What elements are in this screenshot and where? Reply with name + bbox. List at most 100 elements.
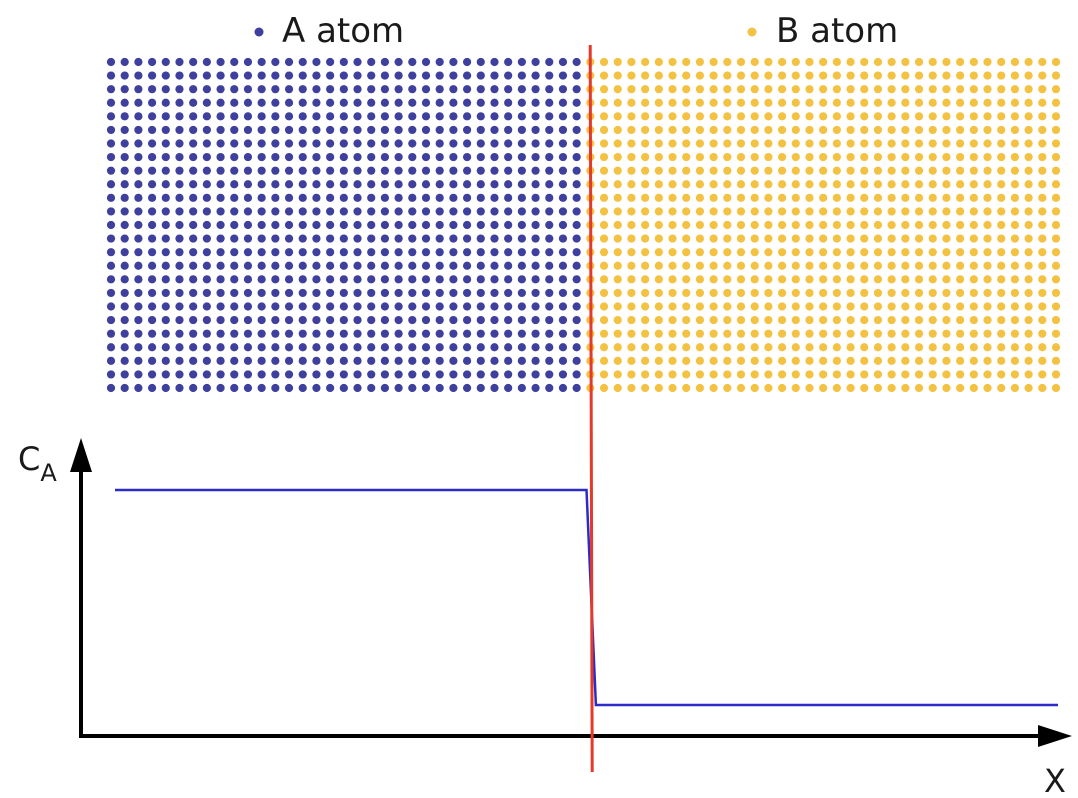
- a-atom: [202, 343, 211, 352]
- b-atom: [997, 288, 1006, 298]
- a-atom: [216, 288, 225, 298]
- b-atom: [997, 343, 1006, 352]
- b-atom: [969, 356, 978, 365]
- a-atom: [339, 98, 348, 107]
- b-atom: [969, 85, 978, 94]
- a-atom: [243, 166, 253, 175]
- b-atom: [723, 248, 732, 257]
- b-atom: [723, 220, 732, 230]
- a-atom: [394, 275, 403, 284]
- a-atom: [298, 180, 307, 189]
- b-atom: [997, 315, 1006, 325]
- b-atom: [777, 85, 787, 94]
- a-atom: [134, 193, 143, 202]
- a-atom: [134, 302, 143, 311]
- a-atom: [120, 329, 129, 338]
- b-atom: [613, 275, 622, 284]
- a-atom: [120, 193, 129, 202]
- a-atom: [134, 383, 143, 393]
- a-atom: [380, 98, 390, 107]
- b-atom: [777, 57, 787, 67]
- a-atom: [312, 356, 321, 365]
- b-atom: [887, 220, 896, 230]
- a-atom: [230, 166, 239, 175]
- b-atom: [777, 166, 787, 175]
- b-atom: [668, 220, 677, 230]
- a-atom: [558, 71, 568, 80]
- a-atom: [106, 57, 116, 67]
- b-atom: [805, 329, 814, 338]
- b-atom: [969, 248, 978, 257]
- b-atom: [695, 370, 705, 379]
- b-atom: [723, 98, 732, 107]
- b-atom: [983, 85, 992, 94]
- b-atom: [983, 71, 992, 80]
- a-atom: [271, 125, 280, 135]
- b-atom: [750, 302, 759, 311]
- a-atom: [202, 152, 211, 162]
- b-atom: [914, 152, 924, 162]
- b-atom: [723, 57, 732, 67]
- b-atom: [695, 315, 705, 325]
- a-atom: [408, 288, 417, 298]
- a-atom: [230, 261, 239, 270]
- b-atom: [887, 370, 896, 379]
- b-atom: [654, 180, 663, 189]
- b-atom: [668, 125, 677, 135]
- b-atom: [983, 275, 992, 284]
- b-atom: [613, 166, 622, 175]
- a-atom: [339, 180, 348, 189]
- a-atom: [202, 220, 211, 230]
- b-atom: [599, 152, 609, 162]
- a-atom: [517, 220, 526, 230]
- b-atom: [764, 139, 773, 148]
- a-atom: [312, 57, 321, 67]
- b-atom: [969, 275, 978, 284]
- b-atom: [846, 329, 855, 338]
- b-atom: [819, 220, 828, 230]
- a-atom: [106, 152, 116, 162]
- a-atom: [421, 248, 431, 257]
- b-atom: [1010, 112, 1020, 121]
- b-atom: [887, 302, 896, 311]
- a-atom: [284, 275, 294, 284]
- a-atom: [243, 261, 253, 270]
- a-atom: [367, 234, 376, 243]
- a-atom: [284, 152, 294, 162]
- a-atom: [517, 152, 526, 162]
- a-atom: [504, 302, 513, 311]
- b-atom: [1024, 85, 1033, 94]
- a-atom: [312, 275, 321, 284]
- b-atom: [599, 234, 609, 243]
- b-atom: [873, 207, 883, 216]
- b-atom: [1038, 166, 1047, 175]
- a-atom: [462, 193, 472, 202]
- a-atom: [202, 275, 211, 284]
- a-atom: [572, 57, 581, 67]
- b-atom: [723, 180, 732, 189]
- a-atom: [230, 275, 239, 284]
- y-axis-label: CA: [18, 440, 57, 487]
- a-atom: [380, 356, 390, 365]
- a-atom: [230, 152, 239, 162]
- a-atom: [449, 329, 458, 338]
- b-atom: [1051, 329, 1061, 338]
- b-atom: [997, 248, 1006, 257]
- a-atom: [435, 85, 444, 94]
- b-atom: [805, 207, 814, 216]
- a-atom: [216, 85, 225, 94]
- a-atom: [435, 139, 444, 148]
- b-atom: [1038, 234, 1047, 243]
- a-atom: [134, 234, 143, 243]
- b-atom: [682, 220, 691, 230]
- a-atom: [120, 166, 129, 175]
- a-atom: [531, 356, 540, 365]
- b-atom: [599, 343, 609, 352]
- a-atom: [572, 85, 581, 94]
- a-atom: [202, 370, 211, 379]
- b-atom: [901, 275, 910, 284]
- b-atom: [654, 248, 663, 257]
- a-atom: [421, 356, 431, 365]
- a-atom: [106, 166, 116, 175]
- a-atom: [243, 343, 253, 352]
